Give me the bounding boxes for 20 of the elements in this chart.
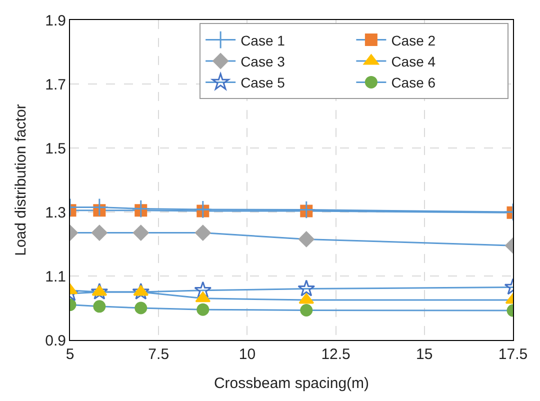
y-tick-label: 0.9 [45,332,66,350]
y-tick-label: 1.7 [45,76,66,94]
y-axis-title: Load distribution factor [12,104,30,256]
legend-label: Case 4 [391,53,436,70]
x-tick-label: 15 [416,346,433,363]
legend-label: Case 6 [391,74,436,91]
x-tick-label: 5 [66,346,74,363]
x-tick-label: 12.5 [321,346,350,363]
y-tick-label: 1.9 [45,12,66,30]
legend-label: Case 5 [240,74,286,91]
legend-label: Case 3 [240,53,286,70]
x-tick-label: 10 [238,346,256,363]
x-tick-label: 7.5 [148,346,170,363]
y-tick-label: 1.3 [45,204,66,222]
y-tick-label: 1.1 [45,268,66,286]
x-tick-label: 17.5 [498,346,528,363]
x-axis-title: Crossbeam spacing(m) [214,375,370,392]
y-tick-label: 1.5 [45,140,66,158]
legend-label: Case 2 [391,32,436,48]
legend-label: Case 1 [240,32,286,48]
